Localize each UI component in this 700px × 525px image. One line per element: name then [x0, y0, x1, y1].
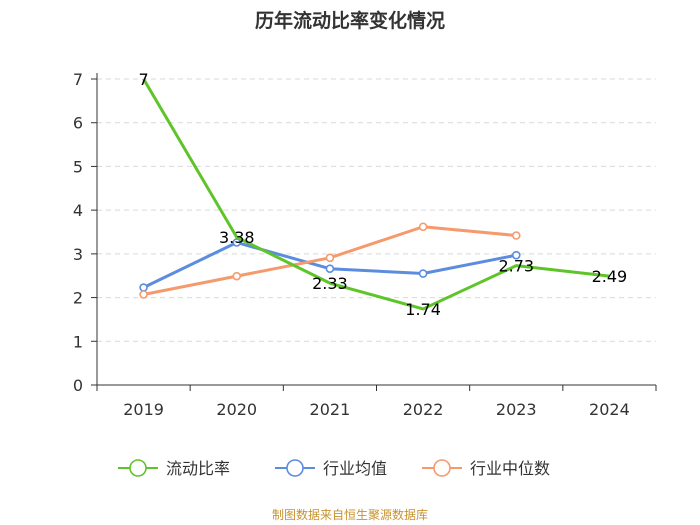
- y-tick-label: 1: [73, 332, 83, 351]
- data-point: [232, 238, 242, 247]
- source-note: 制图数据来自恒生聚源数据库: [271, 508, 428, 522]
- y-tick-label: 5: [73, 157, 83, 176]
- data-label: 2.33: [312, 274, 348, 293]
- x-tick-label: 2019: [123, 400, 164, 419]
- data-point: [139, 290, 148, 299]
- data-label: 3.38: [219, 228, 255, 247]
- data-point: [418, 269, 428, 278]
- data-label: 7: [138, 70, 148, 89]
- data-point: [139, 283, 148, 292]
- y-tick-label: 7: [73, 70, 83, 89]
- axes: 0 1 2 3 4 5 6 7 2019 2020 2021 2022 2023 2024: [73, 70, 657, 419]
- y-tick-label: 0: [73, 376, 83, 395]
- legend-marker: [286, 459, 304, 477]
- legend-marker: [129, 459, 147, 477]
- x-tick-label: 2023: [496, 400, 537, 419]
- data-point: [325, 253, 335, 263]
- data-point: [325, 264, 335, 274]
- series-line-0: [142, 78, 610, 311]
- y-tick-label: 3: [73, 245, 83, 264]
- legend-label: 流动比率: [166, 459, 230, 478]
- series: [139, 78, 610, 311]
- chart-title: 历年流动比率变化情况: [254, 10, 445, 32]
- data-point: [511, 250, 521, 260]
- x-tick-label: 2020: [216, 400, 257, 419]
- y-tick-label: 6: [73, 114, 83, 133]
- legend-marker: [433, 459, 451, 477]
- data-label: 2.49: [592, 267, 628, 286]
- x-tick-label: 2022: [403, 400, 444, 419]
- y-tick-label: 2: [73, 289, 83, 308]
- data-point: [511, 231, 521, 240]
- data-point: [232, 271, 242, 281]
- legend-label: 行业中位数: [470, 459, 550, 478]
- x-tick-label: 2024: [589, 400, 630, 419]
- data-label: 1.74: [405, 300, 441, 319]
- data-label: 2.73: [498, 257, 534, 276]
- data-point: [418, 222, 428, 232]
- legend-label: 行业均值: [323, 459, 387, 478]
- legend: 流动比率 行业均值 行业中位数: [118, 459, 550, 478]
- grid-lines: [97, 78, 656, 342]
- y-tick-label: 4: [73, 201, 83, 220]
- x-tick-label: 2021: [310, 400, 351, 419]
- data-labels: 7 3.38 2.33 1.74 2.73 2.49: [138, 70, 627, 319]
